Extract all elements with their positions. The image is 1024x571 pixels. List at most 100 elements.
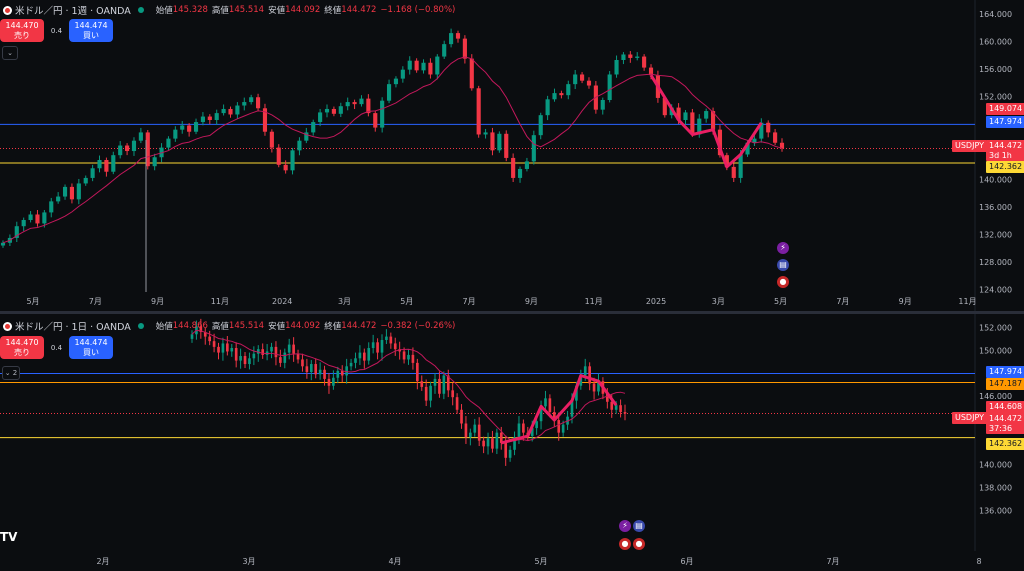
pane-separator[interactable] [0, 311, 1024, 314]
candle-body [314, 364, 318, 375]
candle-body [552, 412, 556, 421]
candle-body [0, 242, 6, 246]
ma-price-tag: 144.608 [986, 401, 1024, 413]
candle-body [228, 108, 233, 115]
last-price: 144.472 [989, 141, 1023, 150]
time-axis-label: 5月 [774, 297, 787, 306]
us-flag-event-icon[interactable]: ▤ [633, 520, 645, 532]
candle-body [535, 421, 538, 429]
candle-body [438, 378, 441, 394]
candle-body [607, 74, 612, 100]
close-value: 144.472 [341, 5, 377, 15]
candle-body [145, 132, 150, 167]
candle-body [270, 346, 273, 352]
buy-button[interactable]: 144.474 買い [69, 336, 113, 359]
tradingview-logo: TV [0, 530, 18, 544]
candle-body [214, 113, 219, 120]
orange-level-tag: 147.187 [986, 378, 1024, 390]
candle-body [354, 358, 357, 363]
candle-body [429, 385, 432, 401]
candle-body [538, 115, 543, 136]
daily-chart-pane[interactable]: 152.000 150.000 146.000 140.000 138.000 136.0… [0, 314, 1024, 571]
candle-body [710, 111, 716, 130]
weekly-trade-buttons: 144.470 売り 0.4 144.474 買い [0, 19, 113, 42]
candle-body [752, 138, 757, 143]
spread-value: 0.4 [50, 26, 63, 35]
time-axis-label: 9月 [151, 297, 164, 306]
candle-body [187, 125, 192, 132]
weekly-candlestick-chart[interactable]: 164.000 160.000 156.000 152.000 140.000 136.0… [0, 0, 1024, 311]
sell-label: 売り [14, 348, 30, 357]
candle-body [217, 346, 220, 353]
candle-body [352, 102, 357, 105]
candle-body [393, 78, 399, 85]
candle-body [600, 100, 605, 110]
candle-body [508, 449, 512, 458]
weekly-chart-pane[interactable]: 164.000 160.000 156.000 152.000 140.000 136.0… [0, 0, 1024, 311]
lightning-event-icon[interactable]: ⚡ [619, 520, 631, 532]
low-label: 安値 [268, 322, 286, 332]
candle-body [90, 168, 95, 178]
price-axis-label: 132.000 [979, 230, 1012, 239]
weekly-symbol-title[interactable]: 米ドル／円 · 1週 · OANDA [15, 6, 131, 17]
jp-flag-event-icon[interactable]: ● [619, 538, 631, 550]
candle-body [248, 358, 251, 365]
candle-body [573, 74, 578, 85]
lightning-event-icon[interactable]: ⚡ [777, 242, 789, 254]
buy-label: 買い [83, 31, 99, 40]
candle-body [559, 93, 564, 96]
yellow-level-tag: 142.362 [986, 161, 1024, 173]
price-axis-label: 160.000 [979, 37, 1012, 46]
candle-body [531, 135, 536, 162]
time-axis-label: 3月 [338, 297, 351, 306]
candle-body [635, 56, 640, 58]
time-axis-label: 9月 [899, 297, 912, 306]
time-axis-label: 2月 [96, 557, 109, 566]
candle-body [256, 97, 261, 109]
candle-body [324, 108, 330, 113]
candle-body [773, 132, 778, 143]
candle-body [676, 107, 681, 120]
candle-body [230, 348, 234, 352]
collapse-indicators-button[interactable]: ⌄ 2 [2, 366, 20, 380]
price-axis-label: 150.000 [979, 346, 1012, 355]
candle-body [460, 409, 463, 424]
usdjpy-flag-icon [3, 321, 12, 331]
candle-body [331, 108, 336, 114]
jp-flag-event-icon[interactable]: ● [633, 538, 645, 550]
candle-body [200, 116, 205, 123]
candle-body [262, 108, 268, 132]
candle-body [575, 385, 578, 401]
candle-body [69, 186, 75, 200]
sell-button[interactable]: 144.470 売り [0, 19, 44, 42]
candle-body [332, 377, 335, 386]
candle-body [111, 155, 116, 172]
candle-body [690, 112, 695, 135]
candle-body [338, 106, 343, 114]
change-value: −1.168 (−0.80%) [380, 5, 456, 15]
us-flag-event-icon[interactable]: ▤ [777, 259, 789, 271]
time-axis-label: 4月 [388, 557, 401, 566]
candle-body [35, 214, 40, 224]
candle-body [442, 375, 446, 394]
buy-button[interactable]: 144.474 買い [69, 19, 113, 42]
candle-body [580, 74, 585, 81]
candle-body [318, 369, 322, 375]
sell-price: 144.470 [5, 21, 39, 30]
moving-average-line [191, 329, 626, 442]
candle-body [292, 344, 295, 354]
price-axis-label: 152.000 [979, 323, 1012, 332]
sell-button[interactable]: 144.470 売り [0, 336, 44, 359]
collapse-indicators-button[interactable]: ⌄ [2, 46, 18, 60]
blue-level-tag: 147.974 [986, 116, 1024, 128]
candle-body [199, 326, 203, 333]
daily-candlestick-chart[interactable]: 152.000 150.000 146.000 140.000 138.000 136.0… [0, 314, 1024, 571]
candle-body [499, 432, 503, 443]
daily-symbol-title[interactable]: 米ドル／円 · 1日 · OANDA [15, 322, 131, 333]
candle-body [212, 341, 216, 347]
jp-flag-event-icon[interactable]: ● [777, 276, 789, 288]
candle-body [345, 366, 348, 376]
candle-body [614, 405, 618, 410]
time-axis-label: 5月 [26, 297, 39, 306]
time-axis-label: 11月 [211, 297, 229, 306]
